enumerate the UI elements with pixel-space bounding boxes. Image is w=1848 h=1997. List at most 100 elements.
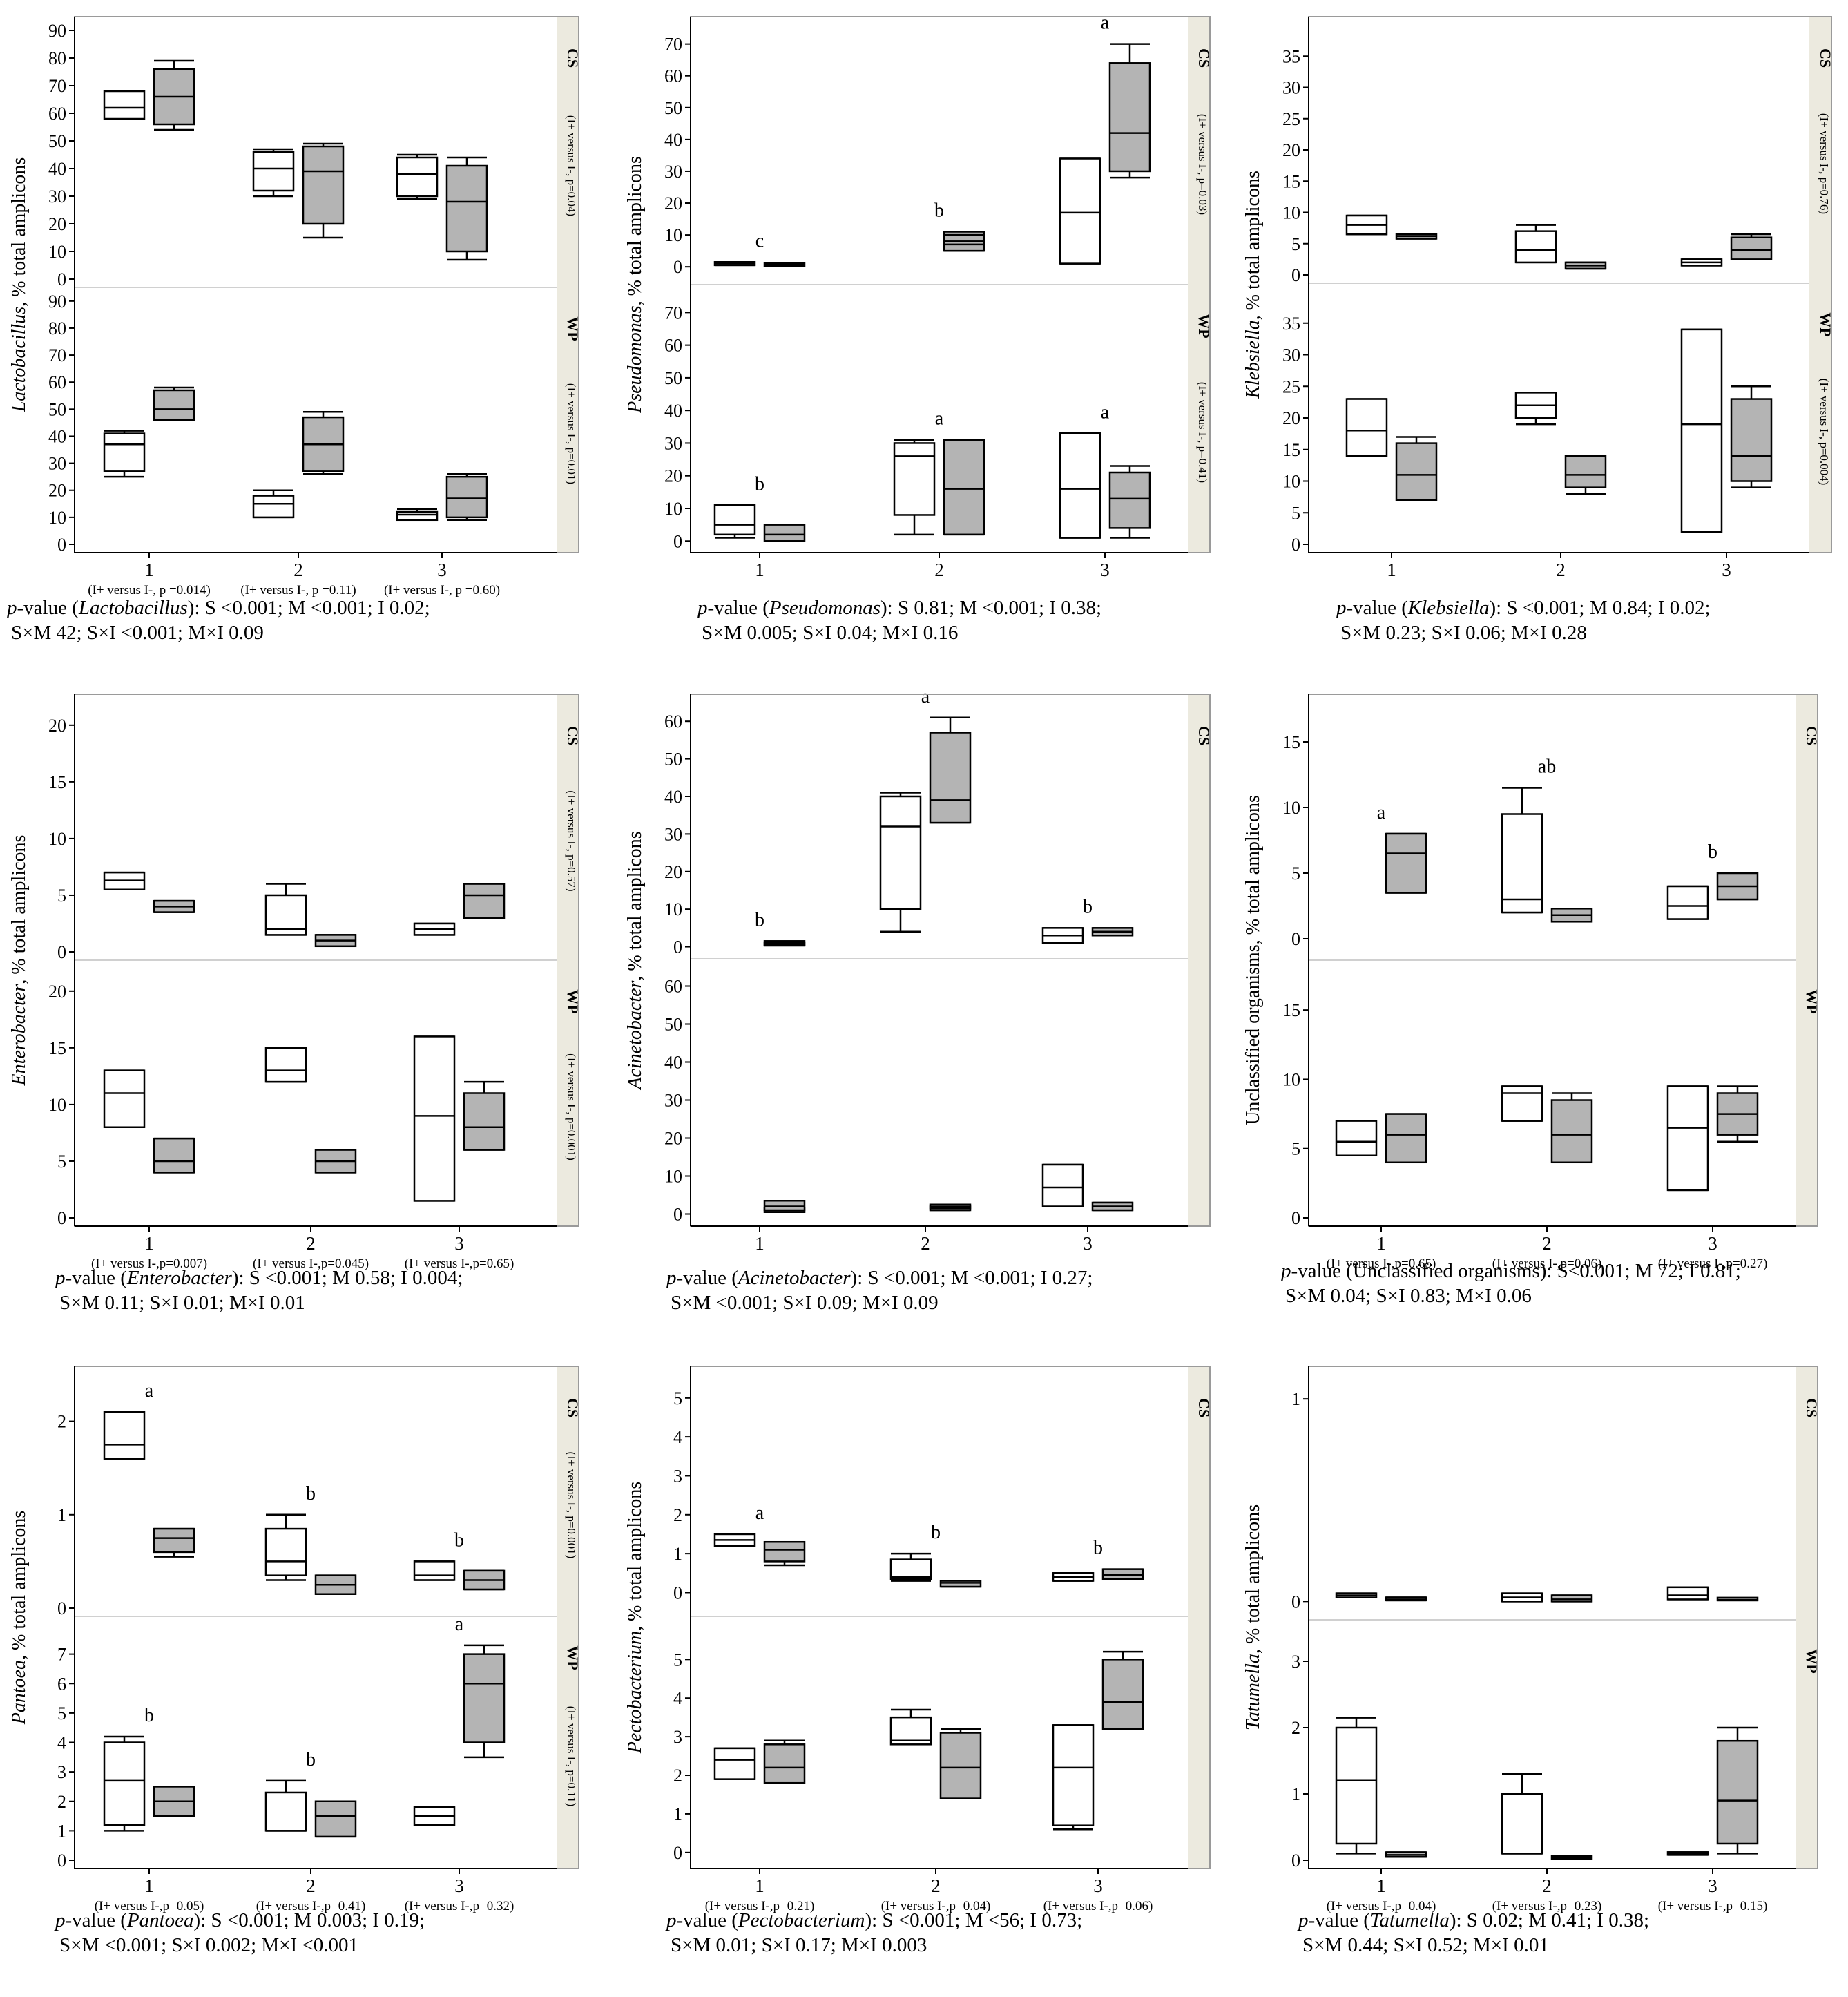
box-body (396, 510, 439, 522)
box-filled-cat2 (929, 716, 972, 824)
pvalue-stats-1: Unclassified organisms): S<0.001; M 72; … (1352, 1260, 1741, 1282)
y-tick-label: 20 (1282, 140, 1300, 160)
pvalue-genus: Lactobacillus (78, 597, 188, 619)
group-letter: b (306, 1749, 316, 1770)
y-axis-label: Unclassified organisms, % total amplicon… (1242, 795, 1264, 1125)
y-tick-label: 0 (57, 1208, 66, 1228)
y-tick-label: 10 (48, 829, 66, 849)
y-tick-label: 20 (48, 214, 66, 234)
chart-1: CS(I+ versus I-, p=0.04)0102030405060708… (8, 16, 581, 598)
pvalue-line-2: S×M 0.04; S×I 0.83; M×I 0.06 (1285, 1285, 1532, 1307)
x-tick-label: 2 (931, 1875, 941, 1896)
y-tick-label: 0 (673, 937, 682, 957)
y-tick-label: 30 (48, 187, 66, 207)
y-tick-label: 10 (664, 1167, 682, 1187)
box-body (252, 495, 295, 519)
y-tick-label: 10 (664, 499, 682, 519)
box-filled-cat3 (1091, 1201, 1134, 1212)
box-filled-cat2 (314, 1574, 357, 1595)
group-letter: ab (1538, 756, 1556, 778)
box-body (463, 1092, 506, 1151)
box-body (1385, 1113, 1427, 1164)
category-note: (I+ versus I-,p=0.65) (405, 1257, 514, 1271)
category-note: (I+ versus I-,p=0.23) (1492, 1899, 1602, 1913)
box-body (1680, 328, 1723, 533)
y-axis-label-genus: Pectobacterium (624, 1631, 646, 1754)
box-body (1514, 230, 1557, 264)
y-axis-label-unit: , % total amplicons (8, 835, 30, 984)
box-filled-cat1 (1395, 436, 1438, 501)
box-body (889, 1558, 932, 1580)
box-filled-cat1 (763, 524, 806, 542)
box-open-cat2 (1514, 224, 1557, 264)
category-note: (I+ versus I-,p=0.04) (881, 1899, 991, 1913)
y-tick-label: 0 (673, 531, 682, 551)
facet-strip (557, 1616, 579, 1869)
box-open-cat1 (1335, 1717, 1378, 1855)
group-letter: c (755, 230, 764, 251)
box-body (445, 475, 488, 519)
y-tick-label: 50 (664, 368, 682, 388)
y-axis-label-unit: , % total amplicons (8, 1511, 30, 1660)
pvalue-genus: Pectobacterium (738, 1909, 865, 1931)
box-filled-cat3 (1730, 385, 1773, 488)
y-axis-label-unit: Unclassified organisms, % total amplicon… (1242, 795, 1264, 1125)
box-open-cat2 (264, 1779, 307, 1832)
box-filled-cat3 (1101, 1568, 1144, 1580)
y-axis-label-unit: , % total amplicons (624, 1482, 646, 1631)
y-tick-label: 0 (57, 1598, 66, 1618)
y-tick-label: 1 (673, 1804, 682, 1824)
y-tick-label: 1 (57, 1505, 66, 1525)
box-body (1108, 471, 1151, 529)
y-axis-label-genus: Klebsiella (1242, 320, 1264, 399)
y-tick-label: 40 (48, 159, 66, 179)
y-tick-label: 70 (48, 76, 66, 96)
box-filled-cat3 (1108, 465, 1151, 539)
group-letter: b (931, 1522, 941, 1543)
y-tick-label: 2 (57, 1412, 66, 1432)
panel-lower: 0 1 2 3 4 5 (673, 1616, 1210, 1869)
x-tick-label: 1 (755, 560, 764, 580)
box-body (153, 1527, 195, 1554)
y-tick-label: 0 (1291, 1851, 1300, 1871)
pvalue-caption: p-value (Pectobacterium): S <0.001; M <5… (666, 1908, 1082, 1958)
facet-strip (1188, 1366, 1210, 1616)
y-tick-label: 15 (48, 1038, 66, 1058)
y-tick-label: 1 (1291, 1784, 1300, 1804)
x-tick-label: 1 (1376, 1875, 1386, 1896)
box-body (1101, 1568, 1144, 1580)
y-tick-label: 15 (1282, 171, 1300, 191)
box-open-cat3 (1666, 885, 1709, 920)
box-body (103, 1069, 146, 1128)
y-tick-label: 0 (1291, 265, 1300, 285)
box-open-cat2 (252, 489, 295, 519)
box-open-cat1 (1345, 214, 1388, 236)
y-axis-label-unit: , % total amplicons (624, 831, 646, 980)
box-filled-cat2 (1550, 1092, 1593, 1164)
box-open-cat1 (103, 1735, 146, 1832)
y-tick-label: 5 (1291, 1139, 1300, 1159)
pvalue-word: -value ( (676, 1909, 738, 1931)
box-open-cat3 (1059, 432, 1101, 539)
y-tick-label: 20 (664, 466, 682, 486)
pvalue-stats-1: ): S <0.001; M <0.001; I 0.27; (850, 1267, 1093, 1289)
x-tick-label: 1 (144, 1233, 154, 1254)
pvalue-word: -value ( (1346, 597, 1408, 619)
y-tick-label: 4 (673, 1688, 682, 1708)
y-tick-label: 70 (48, 345, 66, 365)
box-body (763, 1540, 806, 1563)
y-tick-label: 25 (1282, 376, 1300, 396)
box-open-cat1 (1335, 1120, 1378, 1156)
y-axis-label-unit: , % total amplicons (1242, 171, 1264, 320)
x-tick-label: 2 (306, 1875, 316, 1896)
y-tick-label: 5 (1291, 234, 1300, 254)
box-open-cat3 (1041, 1163, 1084, 1207)
y-tick-label: 10 (1282, 1069, 1300, 1089)
y-axis-label-genus: Enterobacter (8, 984, 30, 1087)
box-filled-cat2 (1550, 1855, 1593, 1860)
panel-wp: WP(I+ versus I-, p=0.41)010203040506070b… (664, 285, 1213, 553)
